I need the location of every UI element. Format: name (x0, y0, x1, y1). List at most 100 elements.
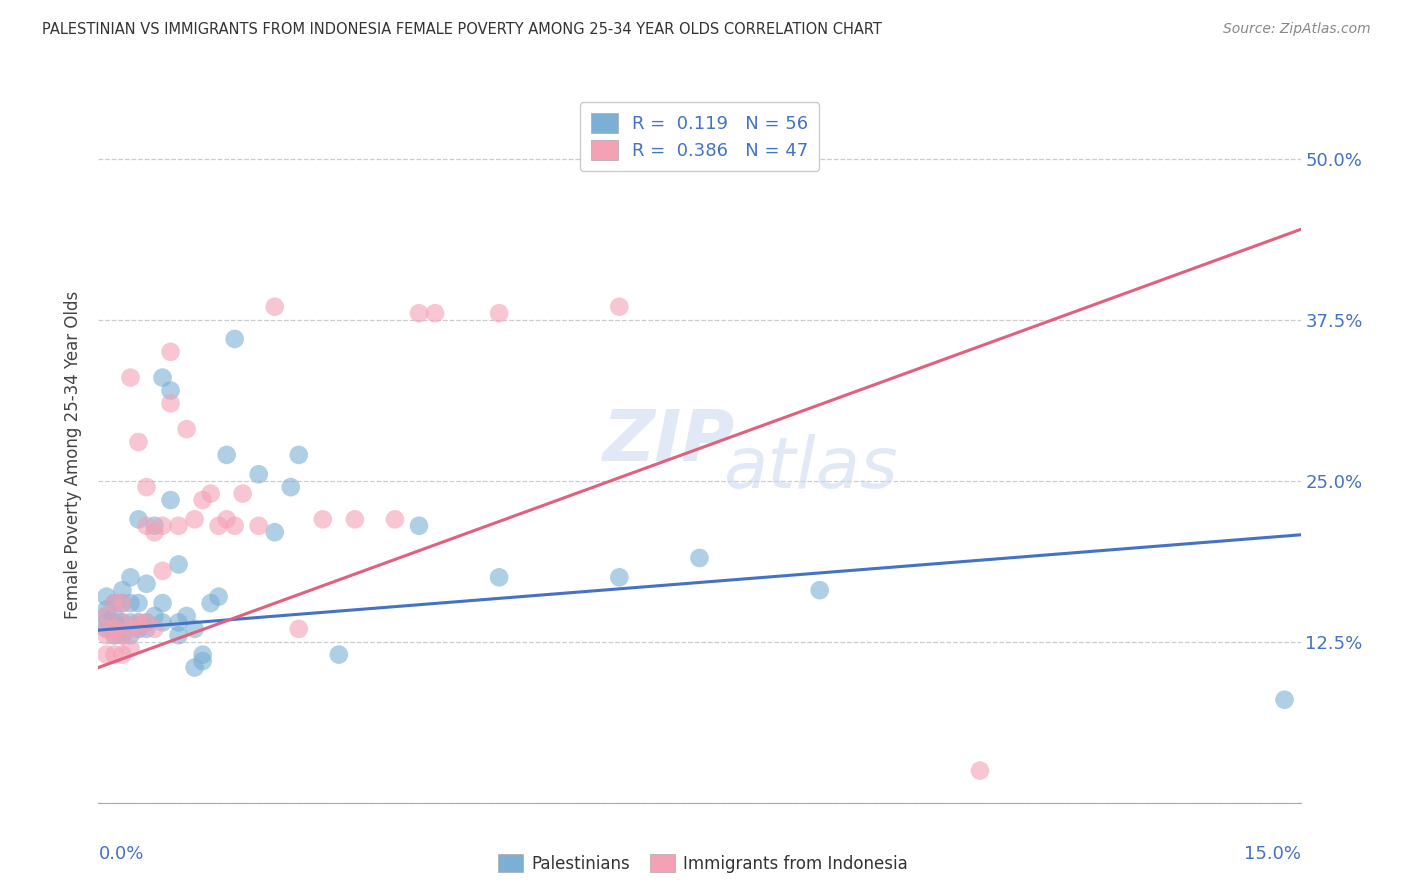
Point (263, 300, 285, 314)
Point (111, 583, 134, 598)
Point (120, 628, 142, 642)
Point (328, 648, 350, 662)
Point (312, 512, 335, 526)
Point (120, 615, 142, 630)
Point (128, 512, 150, 526)
Point (135, 518, 157, 533)
Point (343, 512, 366, 526)
Point (103, 615, 125, 630)
Legend: R =  0.119   N = 56, R =  0.386   N = 47: R = 0.119 N = 56, R = 0.386 N = 47 (579, 103, 820, 171)
Text: ZIP: ZIP (603, 407, 735, 475)
Point (808, 583, 831, 598)
Point (111, 596, 134, 610)
Point (111, 628, 134, 642)
Point (111, 596, 134, 610)
Legend: Palestinians, Immigrants from Indonesia: Palestinians, Immigrants from Indonesia (491, 847, 915, 880)
Point (128, 615, 150, 630)
Point (135, 615, 157, 630)
Point (103, 628, 125, 642)
Point (224, 332, 246, 346)
Text: Source: ZipAtlas.com: Source: ZipAtlas.com (1223, 22, 1371, 37)
Point (128, 622, 150, 636)
Point (96, 628, 118, 642)
Point (143, 525, 166, 540)
Point (103, 609, 125, 624)
Point (152, 615, 174, 630)
Point (247, 467, 270, 482)
Point (191, 648, 214, 662)
Point (408, 306, 430, 320)
Point (488, 570, 510, 584)
Point (609, 570, 631, 584)
Point (1274, 692, 1296, 706)
Point (143, 609, 166, 624)
Point (208, 590, 231, 604)
Point (128, 435, 150, 450)
Point (167, 558, 190, 572)
Point (247, 518, 270, 533)
Point (96, 622, 118, 636)
Point (167, 518, 190, 533)
Point (96, 590, 118, 604)
Point (96, 648, 118, 662)
Point (200, 596, 222, 610)
Text: PALESTINIAN VS IMMIGRANTS FROM INDONESIA FEMALE POVERTY AMONG 25-34 YEAR OLDS CO: PALESTINIAN VS IMMIGRANTS FROM INDONESIA… (42, 22, 882, 37)
Point (96, 609, 118, 624)
Point (103, 596, 125, 610)
Point (96, 602, 118, 616)
Point (167, 615, 190, 630)
Point (120, 570, 142, 584)
Point (159, 384, 181, 398)
Point (152, 518, 174, 533)
Point (135, 615, 157, 630)
Point (111, 648, 134, 662)
Point (111, 622, 134, 636)
Point (111, 628, 134, 642)
Point (103, 622, 125, 636)
Point (423, 306, 446, 320)
Point (200, 486, 222, 500)
Point (152, 564, 174, 578)
Point (609, 300, 631, 314)
Point (288, 622, 311, 636)
Point (96, 615, 118, 630)
Point (103, 596, 125, 610)
Point (135, 622, 157, 636)
Point (215, 512, 238, 526)
Point (96, 622, 118, 636)
Point (135, 576, 157, 591)
Point (120, 641, 142, 656)
Point (288, 448, 311, 462)
Point (689, 551, 711, 566)
Point (159, 344, 181, 359)
Point (232, 486, 254, 500)
Y-axis label: Female Poverty Among 25-34 Year Olds: Female Poverty Among 25-34 Year Olds (65, 291, 83, 619)
Point (191, 493, 214, 508)
Point (183, 622, 205, 636)
Point (152, 596, 174, 610)
Point (143, 622, 166, 636)
Point (103, 622, 125, 636)
Point (280, 480, 302, 494)
Point (111, 615, 134, 630)
Point (263, 525, 285, 540)
Text: 15.0%: 15.0% (1243, 845, 1301, 863)
Point (120, 596, 142, 610)
Point (488, 306, 510, 320)
Point (176, 609, 198, 624)
Point (143, 518, 166, 533)
Point (103, 648, 125, 662)
Point (167, 628, 190, 642)
Text: 0.0%: 0.0% (98, 845, 143, 863)
Point (128, 622, 150, 636)
Point (96, 609, 118, 624)
Text: atlas: atlas (724, 434, 898, 503)
Point (176, 422, 198, 436)
Point (135, 480, 157, 494)
Point (159, 493, 181, 508)
Point (191, 654, 214, 668)
Point (128, 596, 150, 610)
Point (215, 448, 238, 462)
Point (208, 518, 231, 533)
Point (159, 396, 181, 410)
